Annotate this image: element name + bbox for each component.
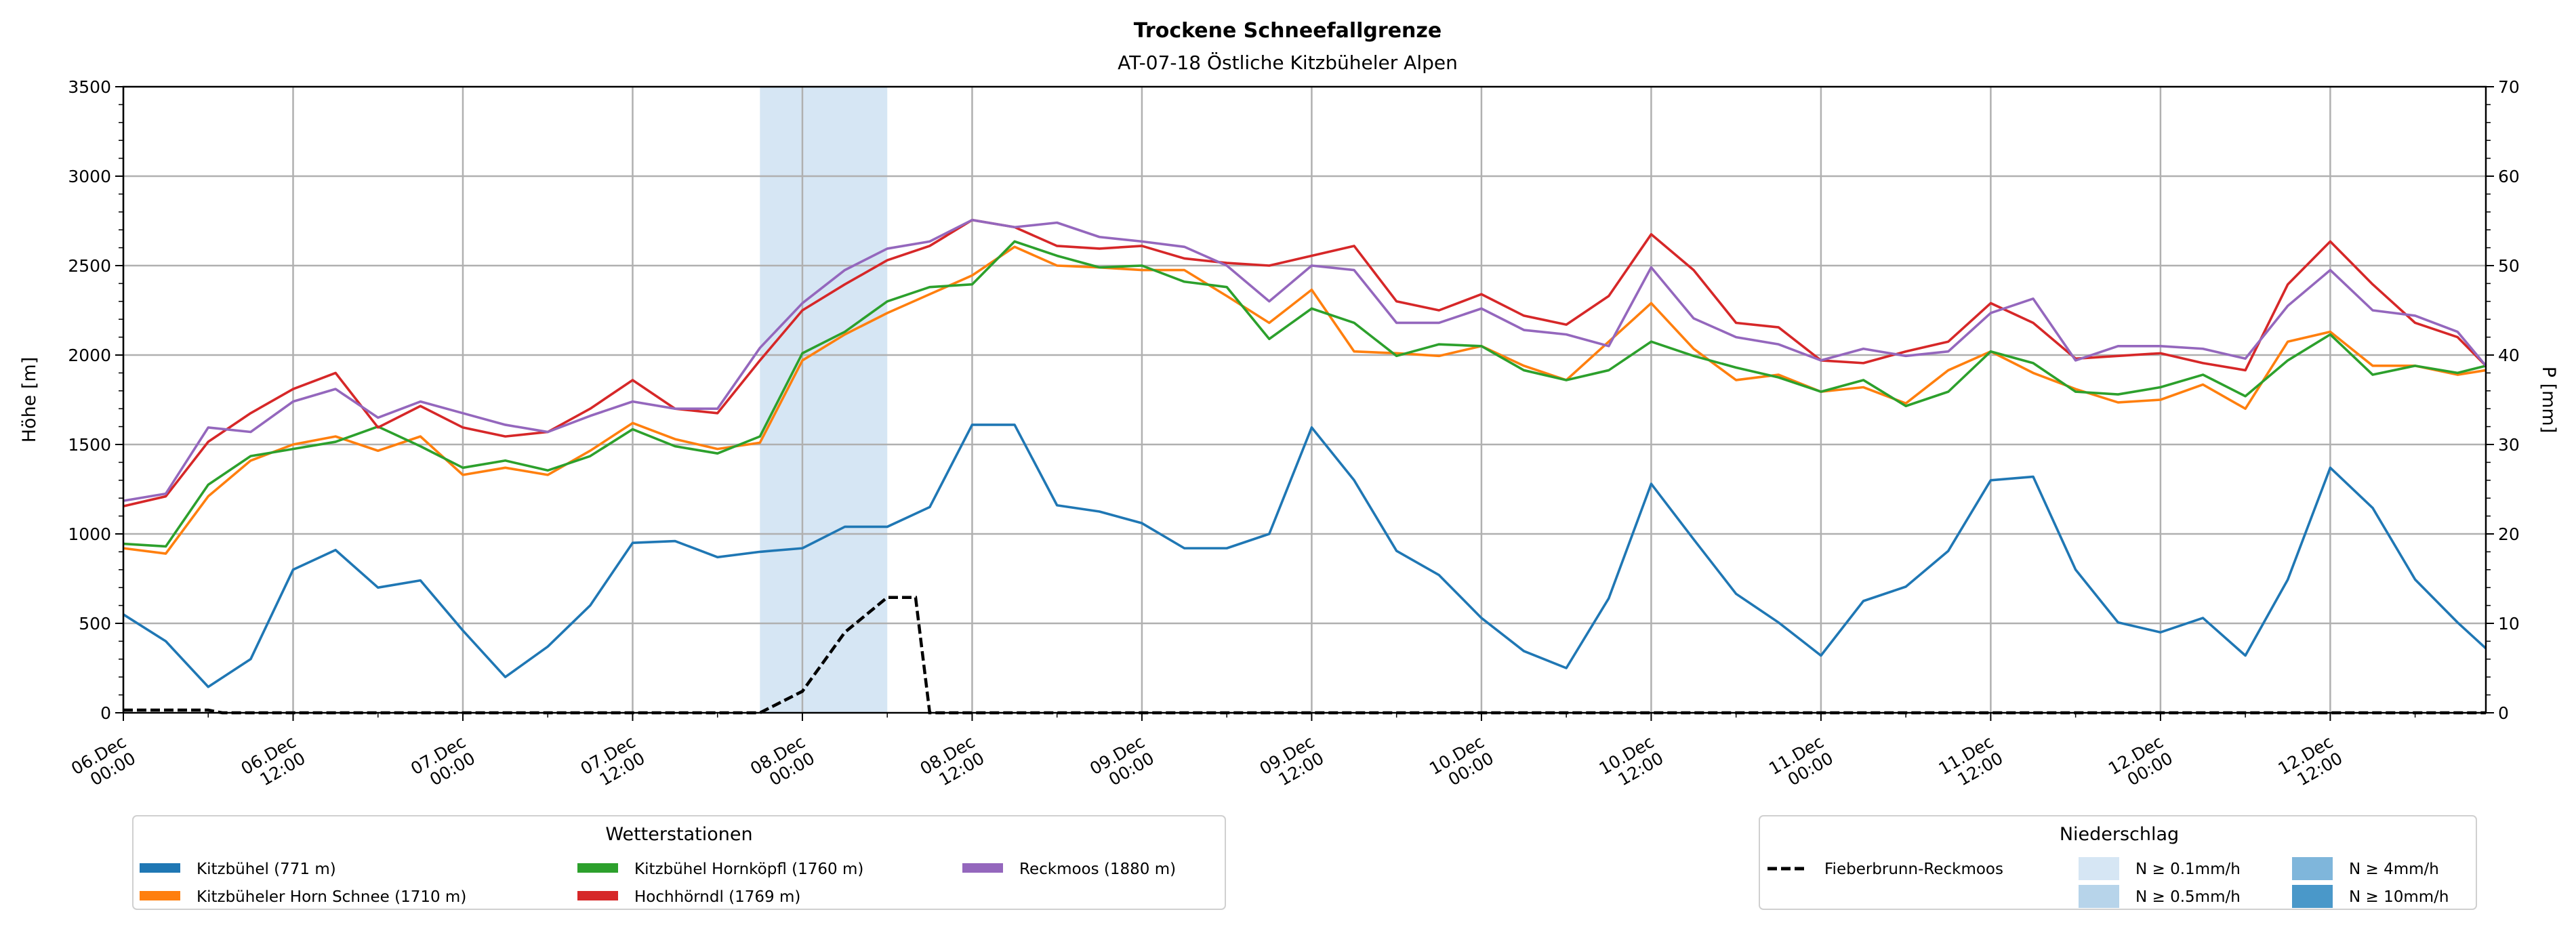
legend-swatch — [962, 863, 1003, 873]
legend-stations-title: Wetterstationen — [605, 824, 752, 845]
y-axis-label: Höhe [m] — [19, 357, 40, 443]
legend-precip-class-label: N ≥ 10mm/h — [2349, 888, 2449, 906]
legend-precip-swatch — [2292, 857, 2333, 880]
legend-precip-swatch — [2292, 885, 2333, 908]
series-line-4 — [123, 218, 2487, 507]
legend-entry-label: Kitzbühel Hornköpfl (1760 m) — [634, 861, 863, 878]
x-tick-label: 06.Dec12:00 — [238, 732, 309, 795]
y-right-tick-label: 30 — [2498, 435, 2520, 455]
legend-precip-class-label: N ≥ 0.5mm/h — [2135, 888, 2241, 906]
x-tick-label: 10.Dec00:00 — [1426, 732, 1497, 795]
precip-line — [123, 596, 2486, 715]
y-right-tick-label: 10 — [2498, 614, 2520, 634]
series-line-3 — [123, 240, 2487, 548]
y-right-tick-label: 0 — [2498, 703, 2509, 723]
x-tick-label: 11.Dec00:00 — [1765, 732, 1837, 795]
y-tick-label: 0 — [100, 703, 111, 723]
x-tick-label: 07.Dec12:00 — [577, 732, 649, 795]
x-tick-label: 09.Dec12:00 — [1256, 732, 1328, 795]
x-tick-label: 12.Dec00:00 — [2105, 732, 2176, 795]
x-tick-label: 07.Dec00:00 — [407, 732, 478, 795]
series-line-2 — [123, 245, 2487, 555]
y-tick-label: 1000 — [68, 524, 111, 544]
x-tick-label: 08.Dec00:00 — [747, 732, 818, 795]
x-tick-label: 09.Dec00:00 — [1086, 732, 1158, 795]
x-tick-label: 11.Dec12:00 — [1936, 732, 2007, 795]
y-right-tick-label: 50 — [2498, 256, 2520, 276]
chart-title: Trockene Schneefallgrenze — [1134, 19, 1442, 43]
axes-layer: 06.Dec00:00 06.Dec12:00 07.Dec00:00 07.Dec1… — [68, 77, 2520, 795]
x-tick-label: 10.Dec12:00 — [1596, 732, 1667, 795]
legend-precip-class-label: N ≥ 4mm/h — [2349, 861, 2439, 878]
legend-entry-label: Reckmoos (1880 m) — [1019, 861, 1176, 878]
legend-entry-label: Hochhörndl (1769 m) — [634, 888, 800, 906]
legend-precip: Niederschlag Fieberbrunn-Reckmoos N ≥ 0.… — [1759, 815, 2477, 910]
y-tick-label: 1500 — [68, 435, 111, 455]
x-tick-label: 12.Dec12:00 — [2275, 732, 2346, 795]
series-line-1 — [123, 423, 2487, 688]
legend-precip-swatch — [2079, 857, 2119, 880]
legend-swatch — [140, 863, 180, 873]
legend-precip-title: Niederschlag — [2060, 824, 2179, 845]
y-tick-label: 2000 — [68, 346, 111, 365]
legend-swatch — [577, 891, 618, 900]
legend-swatch — [577, 863, 618, 873]
plot-frame — [122, 85, 2487, 714]
y-right-tick-label: 70 — [2498, 77, 2520, 97]
x-tick-label: 06.Dec00:00 — [68, 732, 139, 795]
chart-subtitle: AT-07-18 Östliche Kitzbüheler Alpen — [1118, 51, 1458, 74]
grid-layer — [122, 87, 2486, 713]
y-tick-label: 3500 — [68, 77, 111, 97]
y-tick-label: 3000 — [68, 167, 111, 186]
legend-precip-line-label: Fieberbrunn-Reckmoos — [1824, 861, 2003, 878]
y-right-tick-label: 40 — [2498, 346, 2520, 365]
y-tick-label: 500 — [79, 614, 111, 634]
y-axis-right-label: P [mm] — [2538, 367, 2559, 434]
legend-entry-label: Kitzbühel (771 m) — [197, 861, 336, 878]
legend-stations: Wetterstationen Kitzbühel (771 m) Kitzbüh… — [132, 815, 1226, 910]
y-right-tick-label: 20 — [2498, 524, 2520, 544]
y-tick-label: 2500 — [68, 256, 111, 276]
legend-entry-label: Kitzbüheler Horn Schnee (1710 m) — [197, 888, 466, 906]
legend-precip-class-label: N ≥ 0.1mm/h — [2135, 861, 2241, 878]
series-line-5 — [123, 218, 2487, 502]
legend-precip-swatch — [2079, 885, 2119, 908]
y-right-tick-label: 60 — [2498, 167, 2520, 186]
series-layer — [123, 218, 2487, 715]
legend-swatch — [140, 891, 180, 900]
x-tick-label: 08.Dec12:00 — [917, 732, 988, 795]
